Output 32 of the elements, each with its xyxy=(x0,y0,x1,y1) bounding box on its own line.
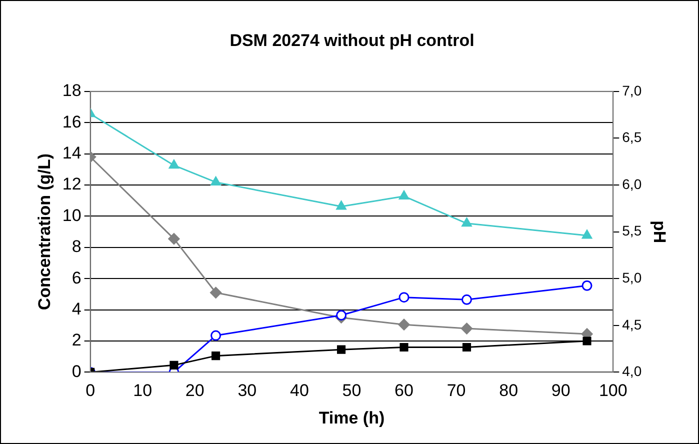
y-tick-label: 6 xyxy=(72,268,82,288)
chart-title: DSM 20274 without pH control xyxy=(230,30,474,50)
x-axis-title: Time (h) xyxy=(318,408,385,428)
x-tick-label: 30 xyxy=(238,381,257,400)
y-tick-label: 12 xyxy=(62,174,82,194)
y2-tick-label: 7,0 xyxy=(622,82,642,98)
x-tick-label: 70 xyxy=(446,381,466,400)
y-tick-label: 2 xyxy=(72,330,82,350)
y-tick-label: 4 xyxy=(72,299,82,318)
y2-tick-label: 4,5 xyxy=(622,316,642,332)
x-tick-label: 40 xyxy=(290,381,309,400)
y-tick-label: 18 xyxy=(62,81,82,100)
x-tick-label: 60 xyxy=(394,381,414,400)
y2-tick-label: 6,0 xyxy=(622,176,642,192)
y2-axis-title: pH xyxy=(650,220,670,244)
y2-tick-label: 4,0 xyxy=(622,363,642,380)
x-tick-label: 100 xyxy=(598,381,628,400)
y2-tick-label: 6,5 xyxy=(622,129,642,146)
x-tick-label: 10 xyxy=(133,381,152,400)
y2-tick-label: 5,0 xyxy=(622,269,642,286)
x-tick-label: 80 xyxy=(499,381,518,400)
y-tick-label: 14 xyxy=(62,143,82,162)
y-tick-label: 0 xyxy=(72,362,82,381)
y2-tick-label: 5,5 xyxy=(622,222,642,239)
x-tick-label: 20 xyxy=(185,381,204,400)
y-tick-label: 10 xyxy=(62,206,82,225)
x-tick-label: 50 xyxy=(342,381,362,400)
y-axis-title: Concentration (g/L) xyxy=(34,153,54,310)
x-tick-label: 90 xyxy=(551,381,570,400)
y-tick-label: 8 xyxy=(72,237,82,256)
x-tick-label: 0 xyxy=(86,381,96,400)
y-tick-label: 16 xyxy=(62,112,82,132)
